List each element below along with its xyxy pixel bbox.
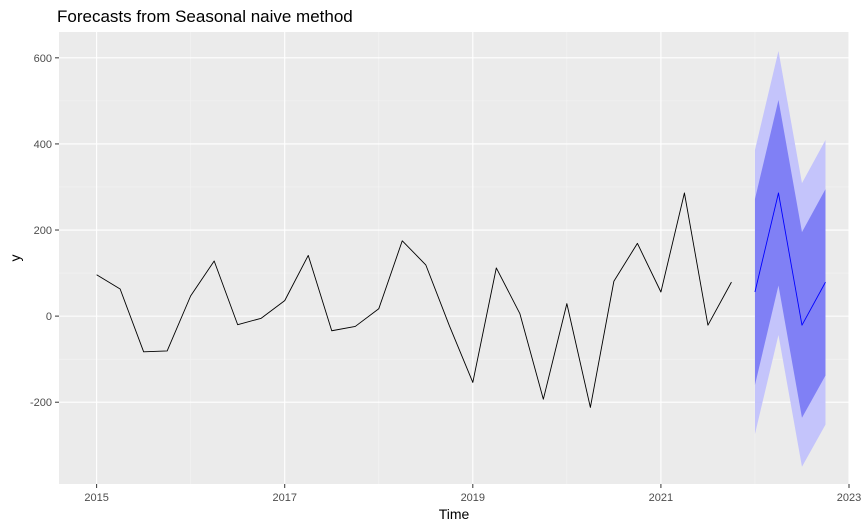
x-axis-title: Time: [439, 506, 470, 522]
y-tick-label: -200: [30, 397, 52, 409]
y-axis-ticks: -200 0 200 400 600: [30, 53, 59, 409]
x-tick-label: 2019: [461, 492, 485, 504]
x-tick-label: 2021: [649, 492, 673, 504]
chart-title: Forecasts from Seasonal naive method: [57, 7, 353, 26]
forecast-series-line: [754, 192, 826, 326]
y-tick-label: 200: [34, 225, 52, 237]
major-gridlines: [59, 32, 850, 484]
y-axis-title: y: [7, 255, 23, 262]
minor-gridlines: [59, 32, 849, 484]
observed-series-line: [96, 192, 732, 408]
x-tick-label: 2015: [84, 492, 108, 504]
x-tick-label: 2023: [837, 492, 861, 504]
x-tick-label: 2017: [272, 492, 296, 504]
series-lines: [96, 192, 826, 408]
y-tick-label: 0: [46, 311, 52, 323]
y-tick-label: 600: [34, 53, 52, 65]
plot-panel: [59, 32, 849, 484]
y-tick-label: 400: [34, 139, 52, 151]
x-axis-ticks: 2015 2017 2019 2021 2023: [84, 484, 861, 504]
